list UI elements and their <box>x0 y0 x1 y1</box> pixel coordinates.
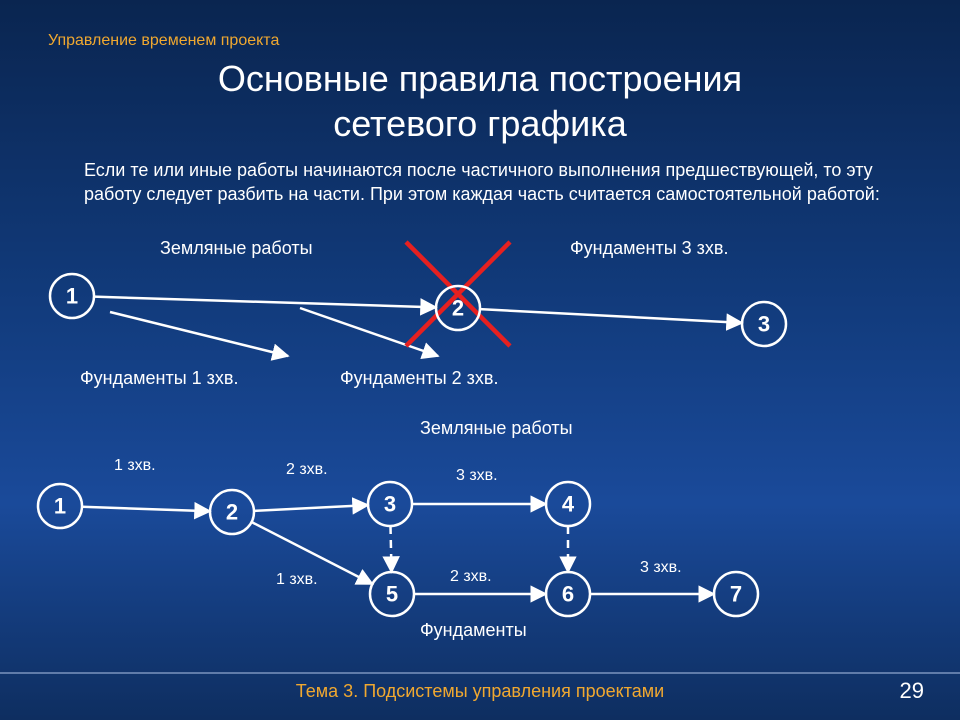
title-line-2: сетевого графика <box>333 103 627 144</box>
diagram-wrong: Земляные работы Фундаменты 3 зхв. Фундамен… <box>0 234 960 394</box>
footer-text: Тема 3. Подсистемы управления проектами <box>0 681 960 702</box>
diagram-label: Земляные работы <box>160 238 313 258</box>
header-text: Управление временем проекта <box>48 32 279 50</box>
footer-divider <box>0 672 960 674</box>
diagram-label: Фундаменты 3 зхв. <box>570 238 728 258</box>
edge-label: 1 зхв. <box>276 571 318 588</box>
node-label: 4 <box>562 492 575 517</box>
edge-label: 3 зхв. <box>640 559 682 576</box>
node-label: 3 <box>384 492 396 517</box>
diagram-label: Фундаменты 1 зхв. <box>80 368 238 388</box>
diagram2-title: Земляные работы <box>420 418 573 438</box>
title-line-1: Основные правила построения <box>218 58 742 99</box>
body-paragraph: Если те или иные работы начинаются после… <box>84 158 884 207</box>
node-label: 6 <box>562 582 574 607</box>
edge-label: 2 зхв. <box>450 568 492 585</box>
diagram-label: Фундаменты 2 зхв. <box>340 368 498 388</box>
node-label: 3 <box>758 312 770 337</box>
slide-title: Основные правила построения сетевого гра… <box>0 56 960 146</box>
diagram-correct: Земляные работы 1 зхв. 2 зхв. 3 зхв. 1 зхв. 2… <box>0 416 960 646</box>
page-number: 29 <box>900 678 924 704</box>
edge-label: 1 зхв. <box>114 457 156 474</box>
node-label: 5 <box>386 582 398 607</box>
node-label: 1 <box>66 284 78 309</box>
node-label: 7 <box>730 582 742 607</box>
slide-root: Управление временем проекта Основные пра… <box>0 0 960 720</box>
edge-label: 2 зхв. <box>286 461 328 478</box>
edge-label: 3 зхв. <box>456 467 498 484</box>
diagram2-footer-label: Фундаменты <box>420 620 527 640</box>
node-label: 1 <box>54 494 66 519</box>
node-label: 2 <box>452 296 464 321</box>
node-label: 2 <box>226 500 238 525</box>
